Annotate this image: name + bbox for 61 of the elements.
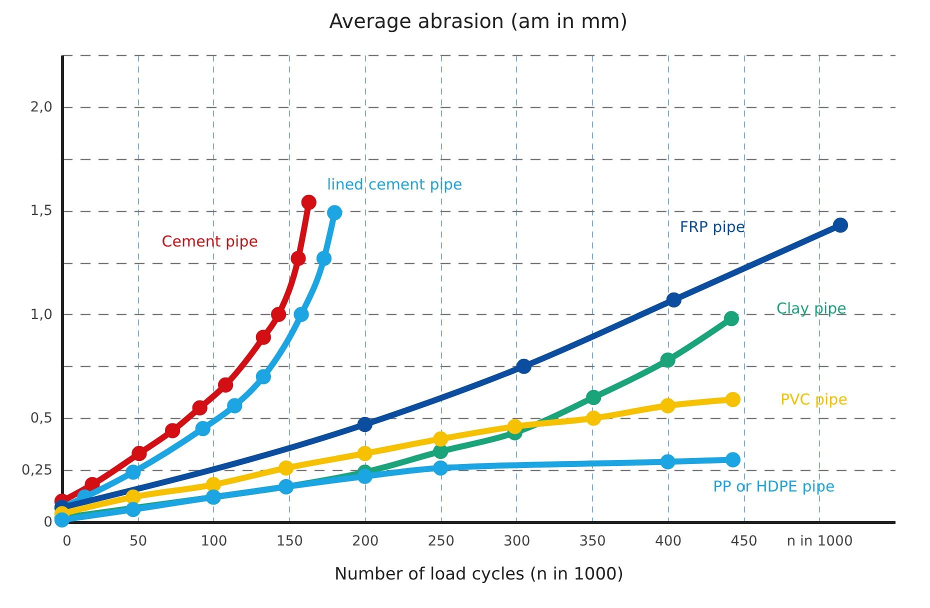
point <box>126 464 141 480</box>
point <box>357 446 372 462</box>
point <box>256 330 272 345</box>
point <box>270 306 286 322</box>
point <box>218 377 234 393</box>
x-tick-label: 350 <box>579 534 606 550</box>
x-tick-label: 150 <box>276 534 304 550</box>
y-tick-label: 1,0 <box>30 306 52 323</box>
x-tick-label: 200 <box>352 534 379 550</box>
text: Cement pipe <box>162 232 258 250</box>
x-tick-label: 300 <box>503 534 530 550</box>
chart-title: Average abrasion (am in mm) <box>329 9 628 33</box>
point <box>433 431 448 447</box>
point <box>724 311 740 326</box>
text: Clay pipe <box>776 300 846 318</box>
point <box>660 454 676 470</box>
point <box>433 444 448 459</box>
point <box>301 194 316 210</box>
point <box>316 250 332 266</box>
point <box>357 468 372 484</box>
point <box>725 452 741 468</box>
y-tick-label: 0,5 <box>30 410 52 427</box>
series-label: PP or HDPE pipe <box>713 478 835 496</box>
y-tick-label: 0 <box>44 514 52 530</box>
point <box>256 369 272 384</box>
x-tick-label: 400 <box>654 534 682 550</box>
y-tick-label: 0,25 <box>21 462 52 479</box>
point <box>126 490 141 505</box>
point <box>660 352 676 368</box>
x-tick-label: 0 <box>62 534 72 550</box>
x-tick-label: 100 <box>200 534 228 550</box>
point <box>278 460 294 476</box>
point <box>126 502 141 518</box>
point <box>294 306 309 322</box>
point <box>357 416 372 432</box>
point <box>666 292 682 308</box>
point <box>192 400 208 416</box>
x-tick-label: 250 <box>428 534 455 550</box>
x-tick-label: n in 1000 <box>786 534 853 550</box>
point <box>586 390 602 406</box>
y-tick-label: 2,0 <box>30 99 52 116</box>
point <box>290 250 306 266</box>
point <box>507 418 522 434</box>
x-axis-title: Number of load cycles (n in 1000) <box>334 564 624 584</box>
point <box>725 392 741 408</box>
point <box>164 423 180 438</box>
y-tick-label: 1,5 <box>30 203 52 220</box>
point <box>195 421 210 436</box>
series-label: lined cement pipe <box>326 176 462 194</box>
series-label: FRP pipe <box>680 218 746 236</box>
point <box>132 446 147 462</box>
point <box>586 410 602 426</box>
point <box>832 218 848 233</box>
point <box>516 358 532 374</box>
x-tick-label: 450 <box>730 534 758 550</box>
point <box>327 205 342 220</box>
point <box>660 398 676 414</box>
point <box>227 398 242 414</box>
point <box>433 460 448 476</box>
x-tick-label: 50 <box>129 534 148 550</box>
text: PVC pipe <box>780 390 848 409</box>
